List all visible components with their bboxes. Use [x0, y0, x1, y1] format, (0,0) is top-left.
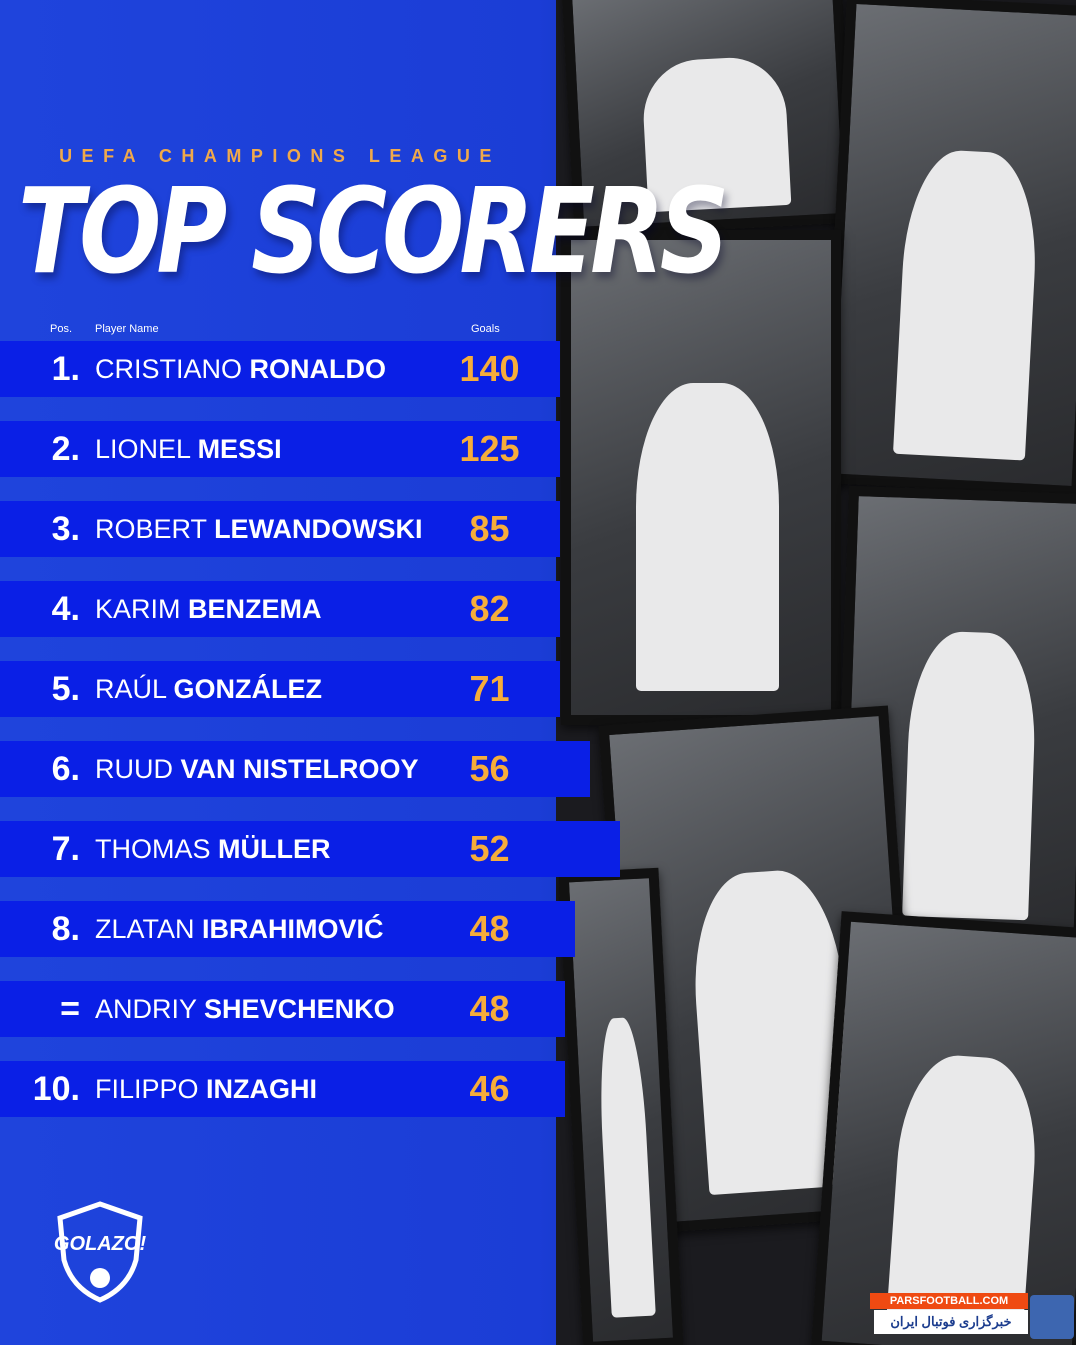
table-row: 4. KARIM BENZEMA 82	[0, 581, 560, 637]
position: 4.	[51, 590, 80, 628]
player-name: RAÚL GONZÁLEZ	[95, 674, 322, 704]
column-header-player: Player Name	[95, 323, 159, 335]
first-name: RAÚL	[95, 674, 167, 704]
player-name: RUUD VAN NISTELROOY	[95, 754, 419, 784]
goals: 46	[469, 1068, 510, 1109]
position: 1.	[51, 350, 80, 388]
position: =	[60, 990, 80, 1028]
player-photo	[810, 911, 1076, 1345]
goals: 85	[469, 508, 510, 549]
table-row: 7. THOMAS MÜLLER 52	[0, 821, 620, 877]
player-name: ANDRIY SHEVCHENKO	[95, 994, 395, 1024]
last-name: BENZEMA	[188, 594, 322, 624]
last-name: SHEVCHENKO	[204, 994, 395, 1024]
first-name: ROBERT	[95, 514, 207, 544]
goals: 125	[459, 428, 520, 469]
goals: 56	[469, 748, 510, 789]
first-name: LIONEL	[95, 434, 191, 464]
photo-collage	[556, 0, 1076, 1345]
position: 5.	[51, 670, 80, 708]
table-row: 8. ZLATAN IBRAHIMOVIĆ 48	[0, 901, 575, 957]
player-name: LIONEL MESSI	[95, 434, 282, 464]
goals: 82	[469, 588, 510, 629]
table-row: 5. RAÚL GONZÁLEZ 71	[0, 661, 560, 717]
golazo-logo: GOLAZO!	[54, 1201, 147, 1303]
position: 2.	[51, 430, 80, 468]
table-row: = ANDRIY SHEVCHENKO 48	[0, 981, 565, 1037]
goals: 48	[469, 988, 510, 1029]
goals: 52	[469, 828, 510, 869]
logo-text: GOLAZO!	[54, 1233, 147, 1255]
position: 3.	[51, 510, 80, 548]
first-name: CRISTIANO	[95, 354, 243, 384]
first-name: THOMAS	[95, 834, 211, 864]
last-name: INZAGHI	[206, 1074, 318, 1104]
position: 7.	[51, 830, 80, 868]
table-row: 6. RUUD VAN NISTELROOY 56	[0, 741, 590, 797]
player-name: KARIM BENZEMA	[95, 594, 322, 624]
watermark-bottom: خبرگزاری فوتبال ایران	[874, 1310, 1028, 1334]
footballer-icon	[1030, 1295, 1074, 1339]
last-name: MÜLLER	[218, 834, 331, 864]
last-name: LEWANDOWSKI	[214, 514, 423, 544]
player-name: FILIPPO INZAGHI	[95, 1074, 317, 1104]
watermark-top: PARSFOOTBALL.COM	[870, 1293, 1028, 1309]
column-header-pos: Pos.	[50, 323, 73, 335]
position: 10.	[32, 1070, 80, 1108]
table-row: 3. ROBERT LEWANDOWSKI 85	[0, 501, 560, 557]
last-name: GONZÁLEZ	[173, 674, 323, 704]
last-name: VAN NISTELROOY	[180, 754, 419, 784]
player-photo	[561, 230, 841, 725]
first-name: FILIPPO	[95, 1074, 199, 1104]
position: 8.	[51, 910, 80, 948]
page-title: TOP SCORERS	[18, 162, 729, 300]
table-row: 1. CRISTIANO RONALDO 140	[0, 341, 560, 397]
goals: 48	[469, 908, 510, 949]
first-name: ANDRIY	[95, 994, 197, 1024]
table-row: 2. LIONEL MESSI 125	[0, 421, 560, 477]
player-name: CRISTIANO RONALDO	[95, 354, 386, 384]
column-header-goals: Goals	[471, 323, 500, 335]
last-name: MESSI	[197, 434, 282, 464]
goals: 71	[469, 668, 510, 709]
player-name: THOMAS MÜLLER	[95, 834, 331, 864]
competition-subtitle: UEFA CHAMPIONS LEAGUE	[59, 146, 501, 166]
position: 6.	[51, 750, 80, 788]
player-name: ROBERT LEWANDOWSKI	[95, 514, 423, 544]
player-name: ZLATAN IBRAHIMOVIĆ	[95, 914, 384, 944]
player-photo	[821, 0, 1076, 497]
last-name: RONALDO	[249, 354, 387, 384]
first-name: ZLATAN	[95, 914, 195, 944]
last-name: IBRAHIMOVIĆ	[202, 914, 384, 944]
table-row: 10. FILIPPO INZAGHI 46	[0, 1061, 565, 1117]
parsfootball-watermark: PARSFOOTBALL.COM خبرگزاری فوتبال ایران	[870, 1293, 1074, 1341]
first-name: KARIM	[95, 594, 181, 624]
goals: 140	[459, 348, 520, 389]
first-name: RUUD	[95, 754, 173, 784]
